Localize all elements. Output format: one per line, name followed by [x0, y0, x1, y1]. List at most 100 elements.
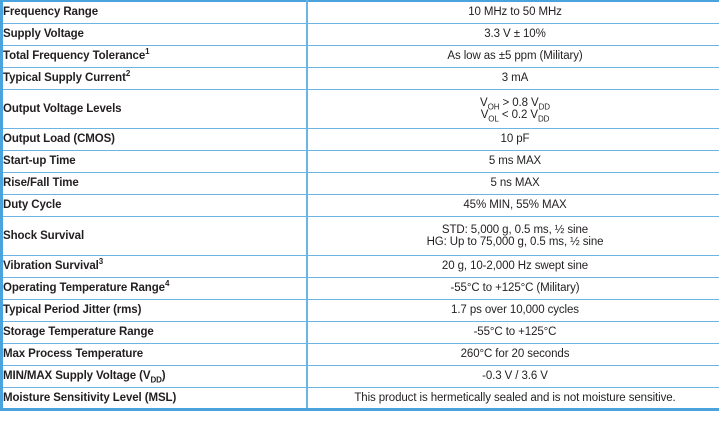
parameter-cell: Duty Cycle: [1, 194, 308, 217]
table-row: Typical Supply Current2 3 mA: [1, 67, 719, 90]
parameter-label: Operating Temperature Range: [3, 282, 165, 294]
value-text: 45% MIN, 55% MAX: [463, 199, 567, 211]
table-row: MIN/MAX Supply Voltage (VDD) -0.3 V / 3.…: [1, 365, 719, 388]
parameter-cell: Output Voltage Levels: [1, 89, 308, 129]
parameter-cell: Output Load (CMOS): [1, 128, 308, 151]
value-cell: 10 pF: [307, 128, 719, 151]
value-text-line-1: STD: 5,000 g, 0.5 ms, ½ sine: [441, 223, 589, 236]
value-cell: 260°C for 20 seconds: [307, 343, 719, 366]
value-cell: 5 ms MAX: [307, 150, 719, 173]
parameter-cell: Moisture Sensitivity Level (MSL): [1, 387, 308, 409]
value-text: 5 ms MAX: [488, 155, 542, 167]
table-row: Typical Period Jitter (rms) 1.7 ps over …: [1, 299, 719, 322]
value-text: -55°C to +125°C (Military): [450, 282, 580, 294]
table-row: Moisture Sensitivity Level (MSL) This pr…: [1, 387, 719, 409]
parameter-cell: Typical Supply Current2: [1, 67, 308, 90]
table-row: Output Voltage Levels VOH > 0.8 VDD VOL …: [1, 89, 719, 129]
parameter-cell: Typical Period Jitter (rms): [1, 299, 308, 322]
table-row: Frequency Range 10 MHz to 50 MHz: [1, 1, 719, 24]
value-text-line-2: HG: Up to 75,000 g, 0.5 ms, ½ sine: [426, 235, 604, 248]
parameter-label: Total Frequency Tolerance: [3, 50, 146, 62]
value-cell: VOH > 0.8 VDD VOL < 0.2 VDD: [307, 89, 719, 129]
table-row: Output Load (CMOS) 10 pF: [1, 128, 719, 151]
vdd-subscript: DD: [538, 101, 550, 111]
parameter-label: Vibration Survival: [3, 260, 99, 272]
parameter-cell: Start-up Time: [1, 150, 308, 173]
footnote-marker: 3: [98, 257, 104, 267]
voh-symbol: V: [480, 96, 488, 109]
value-text-line-1: VOH > 0.8 VDD: [308, 96, 719, 111]
value-cell: -55°C to +125°C: [307, 321, 719, 344]
vdd-subscript: DD: [537, 113, 550, 123]
table-row: Operating Temperature Range4 -55°C to +1…: [1, 277, 719, 300]
value-cell: -55°C to +125°C (Military): [307, 277, 719, 300]
value-text: 20 g, 10-2,000 Hz swept sine: [441, 260, 589, 272]
parameter-label: Max Process Temperature: [3, 348, 144, 360]
value-text: 260°C for 20 seconds: [460, 348, 570, 360]
parameter-cell: Shock Survival: [1, 216, 308, 256]
specification-table: Frequency Range 10 MHz to 50 MHz Supply …: [0, 0, 719, 411]
parameter-cell: Supply Voltage: [1, 23, 308, 46]
value-text: -0.3 V / 3.6 V: [482, 370, 548, 382]
parameter-label: Storage Temperature Range: [3, 326, 154, 338]
value-text-line-2: VOL < 0.2 VDD: [308, 108, 719, 123]
parameter-label: Frequency Range: [3, 6, 98, 19]
parameter-cell: MIN/MAX Supply Voltage (VDD): [1, 365, 308, 388]
parameter-label: MIN/MAX Supply Voltage (V: [3, 370, 151, 382]
footnote-marker: 2: [125, 69, 131, 79]
value-cell: As low as ±5 ppm (Military): [307, 45, 719, 68]
vdd-subscript: DD: [150, 375, 162, 385]
table-row: Total Frequency Tolerance1 As low as ±5 …: [1, 45, 719, 68]
vol-symbol: V: [480, 108, 489, 121]
parameter-label: Rise/Fall Time: [3, 177, 79, 189]
value-cell: This product is hermetically sealed and …: [307, 387, 719, 409]
table-row: Storage Temperature Range -55°C to +125°…: [1, 321, 719, 344]
value-text: 3.3 V ± 10%: [484, 28, 546, 40]
parameter-label: Output Load (CMOS): [3, 133, 115, 145]
value-text: 1.7 ps over 10,000 cycles: [451, 304, 579, 316]
value-text: 5 ns MAX: [490, 177, 540, 189]
value-text: This product is hermetically sealed and …: [354, 391, 676, 404]
parameter-label: Start-up Time: [3, 155, 76, 167]
table-row: Vibration Survival3 20 g, 10-2,000 Hz sw…: [1, 255, 719, 278]
parameter-label: Output Voltage Levels: [3, 102, 122, 115]
parameter-label: Typical Supply Current: [3, 72, 126, 84]
parameter-cell: Max Process Temperature: [1, 343, 308, 366]
footnote-marker: 1: [145, 47, 150, 57]
parameter-label: Duty Cycle: [3, 199, 62, 211]
value-cell: 1.7 ps over 10,000 cycles: [307, 299, 719, 322]
parameter-cell: Vibration Survival3: [1, 255, 308, 278]
table-row: Max Process Temperature 260°C for 20 sec…: [1, 343, 719, 366]
voh-subscript: OH: [487, 101, 500, 111]
value-cell: 3 mA: [307, 67, 719, 90]
value-cell: 3.3 V ± 10%: [307, 23, 719, 46]
parameter-cell: Total Frequency Tolerance1: [1, 45, 308, 68]
value-text: As low as ±5 ppm (Military): [447, 50, 583, 62]
value-cell: STD: 5,000 g, 0.5 ms, ½ sine HG: Up to 7…: [307, 216, 719, 256]
value-text: 10 pF: [500, 133, 530, 145]
table-body: Frequency Range 10 MHz to 50 MHz Supply …: [1, 1, 719, 409]
value-text: -55°C to +125°C: [473, 326, 557, 338]
table-row: Start-up Time 5 ms MAX: [1, 150, 719, 173]
parameter-cell: Frequency Range: [1, 1, 308, 24]
parameter-label: Shock Survival: [3, 229, 85, 242]
table-row: Shock Survival STD: 5,000 g, 0.5 ms, ½ s…: [1, 216, 719, 256]
parameter-label: Moisture Sensitivity Level (MSL): [3, 391, 177, 404]
parameter-label: Supply Voltage: [3, 28, 84, 40]
table-row: Rise/Fall Time 5 ns MAX: [1, 172, 719, 195]
value-cell: 45% MIN, 55% MAX: [307, 194, 719, 217]
parameter-cell: Storage Temperature Range: [1, 321, 308, 344]
footnote-marker: 4: [164, 279, 170, 289]
value-text: 3 mA: [501, 72, 529, 84]
vol-subscript: OL: [488, 113, 499, 123]
value-cell: 20 g, 10-2,000 Hz swept sine: [307, 255, 719, 278]
table-row: Duty Cycle 45% MIN, 55% MAX: [1, 194, 719, 217]
value-cell: -0.3 V / 3.6 V: [307, 365, 719, 388]
parameter-label: Typical Period Jitter (rms): [3, 304, 142, 316]
value-cell: 5 ns MAX: [307, 172, 719, 195]
voh-relation: > 0.8 V: [499, 96, 539, 109]
value-text: 10 MHz to 50 MHz: [468, 6, 562, 19]
parameter-cell: Rise/Fall Time: [1, 172, 308, 195]
vol-relation: < 0.2 V: [498, 108, 538, 121]
